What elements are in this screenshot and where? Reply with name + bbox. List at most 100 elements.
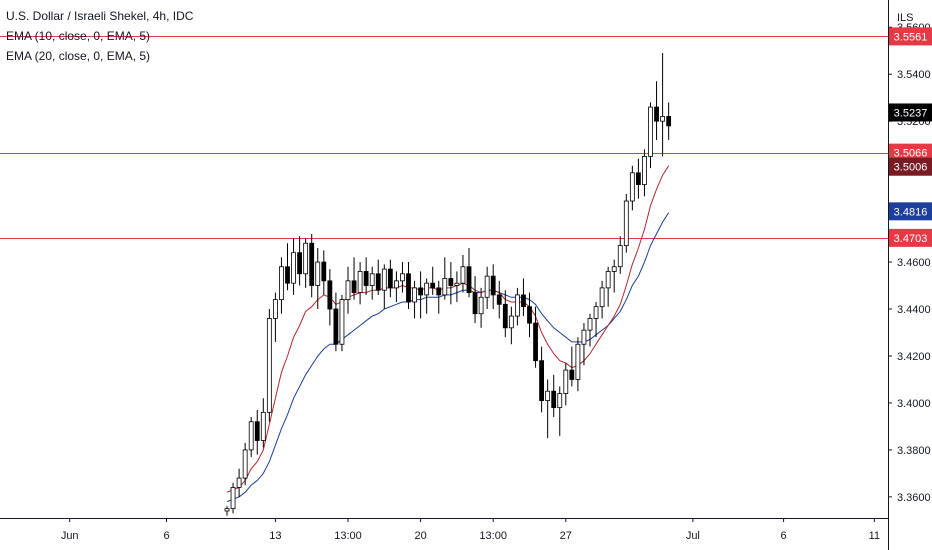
candle xyxy=(230,482,236,514)
candle xyxy=(551,374,557,418)
price-tag-box xyxy=(889,143,932,162)
candle-body xyxy=(581,329,587,345)
candle xyxy=(581,323,587,366)
candle xyxy=(381,264,387,310)
ema10-legend-label[interactable]: EMA (10, close, 0, EMA, 5) xyxy=(6,29,151,43)
candle xyxy=(587,313,593,347)
candle-body xyxy=(496,294,502,305)
candle-body xyxy=(387,268,393,289)
candle-body xyxy=(363,271,369,286)
candle xyxy=(666,102,672,140)
candle-body xyxy=(545,390,551,401)
candle xyxy=(345,266,351,314)
candle-body xyxy=(654,106,659,122)
candle-body xyxy=(230,487,236,510)
candle xyxy=(406,262,411,310)
candle-body xyxy=(490,275,496,296)
time-tick-label: 13 xyxy=(269,530,281,542)
candle xyxy=(648,102,653,169)
candle-body xyxy=(327,280,333,310)
candle-body xyxy=(321,261,327,282)
candle-body xyxy=(557,393,563,409)
price-tick-label: 3.4200 xyxy=(897,351,931,363)
candle xyxy=(309,233,315,298)
candle-body xyxy=(611,266,617,272)
time-tick-label: 13:00 xyxy=(334,530,362,542)
time-tick-label: 11 xyxy=(869,530,880,542)
candle-body xyxy=(466,266,472,293)
candle xyxy=(387,259,393,298)
candle xyxy=(490,264,496,310)
candle xyxy=(575,337,581,392)
candle xyxy=(400,262,405,293)
candle xyxy=(496,280,502,319)
price-tag: 3.5237 xyxy=(889,103,932,122)
candle xyxy=(515,287,520,326)
price-tag: 3.5006 xyxy=(889,157,932,176)
candle xyxy=(236,468,242,497)
candle xyxy=(569,346,575,387)
price-tag-label: 3.5237 xyxy=(894,107,928,119)
time-tick-label: 6 xyxy=(163,530,169,542)
candle-body xyxy=(279,266,284,301)
candle-body xyxy=(605,271,611,289)
candle-body xyxy=(242,449,248,479)
candle xyxy=(617,236,623,274)
time-tick-label: 20 xyxy=(414,530,426,542)
price-tag-box xyxy=(889,228,932,247)
candle xyxy=(642,149,647,197)
candle-body xyxy=(412,287,417,303)
candle xyxy=(442,257,448,300)
candle-body xyxy=(424,282,430,296)
candle-body xyxy=(381,268,387,291)
candle xyxy=(660,53,665,157)
candle xyxy=(629,165,635,211)
candle-body xyxy=(418,287,424,296)
candle xyxy=(521,278,526,317)
candle-body xyxy=(297,252,303,275)
candle xyxy=(533,306,538,368)
ema20-legend-label[interactable]: EMA (20, close, 0, EMA, 5) xyxy=(6,49,151,63)
candle-body xyxy=(224,508,230,512)
candle-body xyxy=(478,296,484,315)
candle-body xyxy=(309,242,315,286)
candle xyxy=(454,271,460,302)
symbol-title[interactable]: U.S. Dollar / Israeli Shekel, 4h, IDC xyxy=(6,9,194,23)
candle xyxy=(375,259,381,295)
price-tag: 3.4703 xyxy=(889,228,932,247)
candle-body xyxy=(393,280,399,289)
candle-body xyxy=(502,303,508,329)
candle-body xyxy=(617,245,623,268)
candle-body xyxy=(533,322,538,362)
candle-body xyxy=(442,278,448,296)
time-tick-label: Jul xyxy=(686,530,700,542)
time-tick-label: Jun xyxy=(61,530,79,542)
candle-body xyxy=(660,116,665,122)
candle-body xyxy=(593,306,599,319)
candle-body xyxy=(460,266,466,284)
candle xyxy=(248,417,254,457)
candle-body xyxy=(375,273,381,291)
candle xyxy=(460,255,466,293)
candle xyxy=(242,442,248,486)
candle-body xyxy=(599,287,605,308)
time-tick-label: 6 xyxy=(781,530,787,542)
candle xyxy=(545,379,551,439)
candle-body xyxy=(484,275,490,298)
candle-body xyxy=(648,106,653,157)
price-tick-label: 3.5200 xyxy=(897,116,931,128)
candle-body xyxy=(236,477,242,488)
candle xyxy=(285,243,290,291)
candle xyxy=(424,278,430,314)
candle xyxy=(291,238,296,295)
candle-body xyxy=(369,273,375,286)
price-tag-label: 3.4816 xyxy=(894,206,928,218)
candle xyxy=(303,238,309,288)
candle xyxy=(448,262,454,305)
candle xyxy=(636,158,641,199)
candle xyxy=(611,259,617,293)
candle-body xyxy=(472,292,478,315)
price-tag-box xyxy=(889,157,932,176)
candle-body xyxy=(436,287,442,296)
